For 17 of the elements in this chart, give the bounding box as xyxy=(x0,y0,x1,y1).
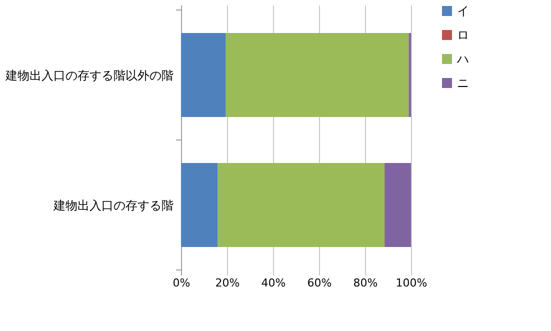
x-tick-label: 0% xyxy=(172,276,190,290)
x-tick-label: 20% xyxy=(215,276,240,290)
x-tick-label: 80% xyxy=(353,276,378,290)
legend-label: ロ xyxy=(457,28,469,42)
bar xyxy=(226,33,409,117)
bar xyxy=(218,163,385,247)
legend-label: イ xyxy=(457,4,469,18)
bar xyxy=(384,163,411,247)
y-tick-label: 建物出入口の存する階 xyxy=(52,198,174,212)
bar xyxy=(181,33,226,117)
legend-label: ニ xyxy=(457,76,469,90)
y-tick-label: 建物出入口の存する階以外の階 xyxy=(4,68,174,82)
bar xyxy=(181,163,218,247)
x-tick-label: 40% xyxy=(261,276,286,290)
x-tick-label: 60% xyxy=(307,276,332,290)
legend-label: ハ xyxy=(456,52,469,66)
x-tick-label: 100% xyxy=(396,276,428,290)
